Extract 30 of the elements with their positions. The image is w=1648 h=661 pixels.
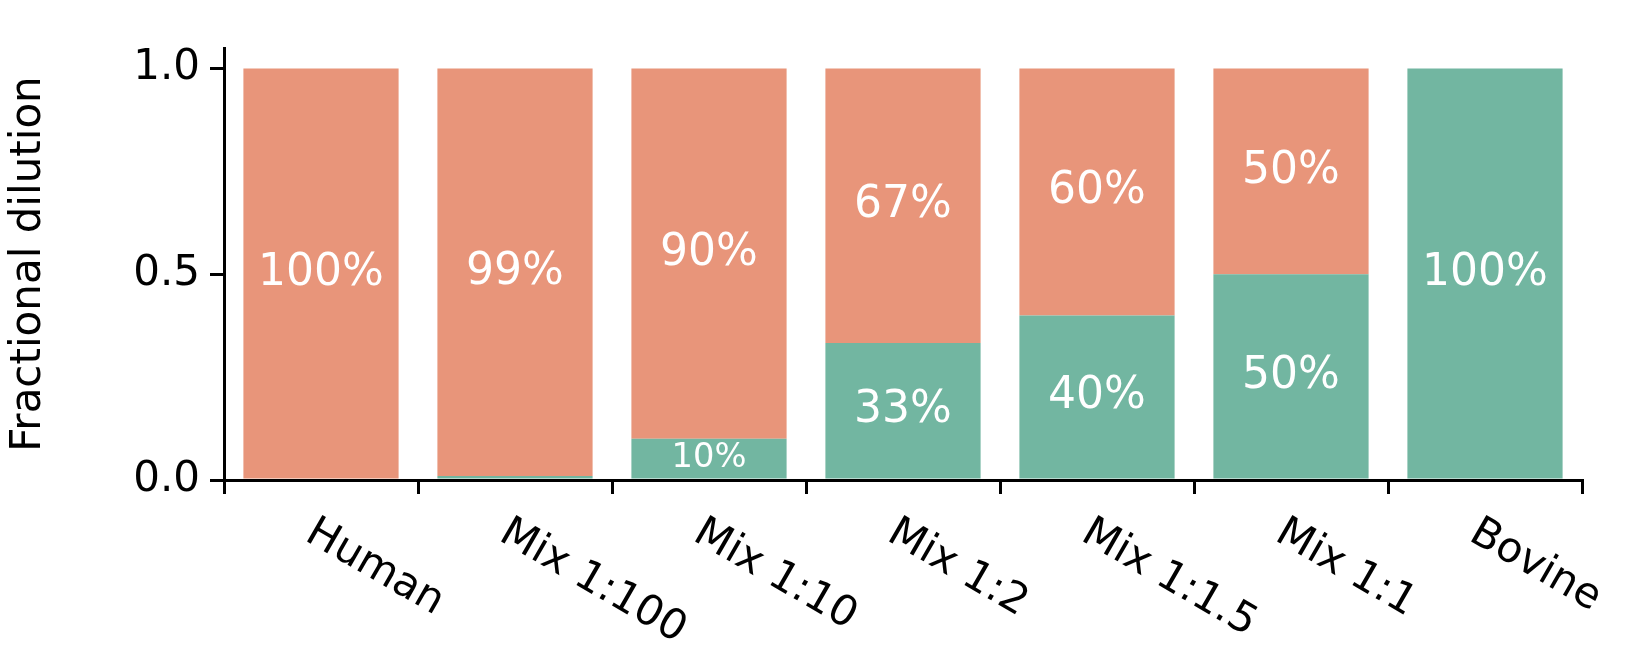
bar bbox=[1213, 274, 1369, 479]
x-tick-label: Mix 1:2 bbox=[880, 505, 1039, 625]
bar bbox=[631, 68, 787, 439]
data-label: 50% bbox=[1242, 346, 1340, 398]
y-tick-label: 0.0 bbox=[133, 451, 200, 501]
data-label: 40% bbox=[1048, 367, 1146, 419]
data-label: 60% bbox=[1048, 162, 1146, 214]
y-axis-title: Fractional dilution bbox=[1, 76, 51, 452]
data-label: 100% bbox=[258, 243, 384, 295]
bar bbox=[243, 68, 399, 479]
y-tick-label: 0.5 bbox=[133, 246, 200, 296]
data-label: 50% bbox=[1242, 141, 1340, 193]
data-label: 10% bbox=[671, 436, 747, 476]
data-label: 99% bbox=[466, 242, 564, 294]
data-label: 90% bbox=[660, 224, 758, 276]
bar bbox=[1019, 315, 1175, 479]
x-tick-label: Mix 1:1 bbox=[1268, 505, 1427, 625]
y-tick-label: 1.0 bbox=[133, 40, 200, 90]
bar bbox=[631, 438, 787, 479]
data-label: 100% bbox=[1422, 243, 1548, 295]
bar bbox=[437, 68, 593, 476]
x-tick-label: Mix 1:10 bbox=[686, 505, 868, 639]
bar bbox=[437, 475, 593, 479]
bar bbox=[825, 342, 981, 479]
bar bbox=[1019, 68, 1175, 316]
bar bbox=[1213, 68, 1369, 275]
data-label: 67% bbox=[854, 176, 952, 228]
bar bbox=[825, 68, 981, 343]
bar bbox=[1407, 68, 1563, 479]
data-label: 33% bbox=[854, 381, 952, 433]
